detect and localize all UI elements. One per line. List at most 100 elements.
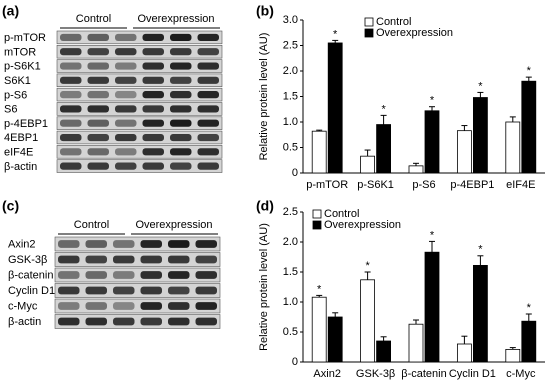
blot-band	[142, 62, 164, 70]
bar	[424, 110, 440, 174]
blot-row-label: Axin2	[8, 239, 36, 251]
y-tick-label: 0.5	[283, 141, 298, 153]
blot-band	[197, 76, 219, 84]
blot-band	[113, 286, 135, 295]
blot-band	[58, 255, 80, 264]
blot-band	[115, 148, 137, 156]
blot-strip	[56, 87, 223, 102]
legend-swatch	[364, 17, 374, 27]
y-tick-label: 2.5	[283, 206, 298, 218]
blot-band	[60, 133, 82, 142]
blot-band	[170, 133, 192, 142]
bar	[456, 343, 472, 363]
blot-band	[58, 317, 80, 326]
bar	[408, 165, 424, 174]
blot-strip	[56, 73, 223, 88]
blot-band	[142, 105, 164, 113]
legend-swatch	[312, 209, 322, 219]
bar	[456, 130, 472, 174]
blot-band	[168, 240, 190, 248]
blot-band	[195, 240, 217, 248]
y-tick-label: 0	[292, 167, 298, 179]
legend-label: Overexpression	[376, 27, 453, 39]
blot-band	[60, 119, 82, 127]
blot-band	[60, 62, 82, 70]
blot-row-label: p-S6	[4, 89, 27, 101]
blot-band	[85, 286, 107, 295]
blot-band	[87, 133, 109, 142]
blot-band	[142, 148, 164, 156]
blot-band	[197, 133, 219, 142]
legend-label: Control	[324, 208, 359, 220]
significance-mark: *	[478, 244, 483, 256]
blot-band	[197, 91, 219, 99]
blot-band	[113, 317, 135, 326]
blot-band	[197, 48, 219, 56]
significance-mark: *	[527, 65, 532, 77]
blot-band	[195, 286, 217, 295]
blot-band	[87, 91, 109, 99]
blot-band	[113, 255, 135, 264]
blot-band	[140, 271, 162, 279]
blot-band	[197, 162, 219, 170]
blot-band	[113, 302, 135, 310]
blot-band	[197, 148, 219, 156]
blot-row-label: eIF4E	[4, 146, 33, 158]
blot-band	[87, 33, 109, 42]
y-tick-label: 1.5	[283, 266, 298, 278]
blot-band	[60, 148, 82, 156]
bar	[505, 121, 521, 174]
blot-band	[85, 271, 107, 279]
blot-band	[142, 91, 164, 99]
panel-label: (b)	[256, 3, 274, 19]
blot-band	[58, 286, 80, 295]
blot-band	[115, 48, 137, 56]
blot-strip	[56, 159, 223, 173]
x-tick-label: p-mTOR	[306, 179, 348, 191]
blot-band	[142, 76, 164, 84]
x-tick-label: c-Myc	[506, 368, 536, 380]
blot-band	[85, 302, 107, 310]
blot-band	[142, 133, 164, 142]
significance-mark: *	[317, 283, 322, 295]
blot-band	[115, 105, 137, 113]
blot-band	[85, 240, 107, 248]
blot-band	[58, 271, 80, 279]
blot-band	[168, 302, 190, 310]
blot-row-label: mTOR	[4, 46, 36, 58]
bar	[408, 323, 424, 363]
blot-band	[85, 317, 107, 326]
significance-mark: *	[430, 95, 435, 107]
y-tick-label: 2.5	[283, 39, 298, 51]
x-tick-label: eIF4E	[506, 179, 535, 191]
blot-band	[60, 48, 82, 56]
significance-mark: *	[430, 229, 435, 241]
blot-strip	[56, 145, 223, 159]
blot-band	[140, 286, 162, 295]
blot-band	[60, 76, 82, 84]
y-tick-label: 0	[292, 356, 298, 368]
blot-row-label: S6	[4, 104, 17, 116]
panel-label: (c)	[2, 198, 19, 214]
blot-strip	[54, 314, 221, 329]
blot-band	[195, 302, 217, 310]
blot-row-label: Cyclin D1	[8, 285, 55, 297]
blot-band	[85, 255, 107, 264]
blot-band	[60, 162, 82, 170]
blot-band	[87, 76, 109, 84]
bar	[311, 130, 327, 174]
blot-row-label: β-actin	[4, 161, 37, 173]
blot-band	[113, 271, 135, 279]
blot-band	[170, 62, 192, 70]
x-tick-label: p-4EBP1	[450, 179, 494, 191]
bar	[472, 97, 488, 174]
significance-mark: *	[381, 103, 386, 115]
blot-band	[60, 91, 82, 99]
blot-header: Control	[76, 13, 111, 25]
blot-band	[195, 255, 217, 264]
blot-band	[195, 271, 217, 279]
blot-header: Overexpression	[137, 13, 214, 25]
y-tick-label: 2.0	[283, 65, 298, 77]
y-tick-label: 1.5	[283, 90, 298, 102]
legend-label: Control	[376, 16, 411, 28]
